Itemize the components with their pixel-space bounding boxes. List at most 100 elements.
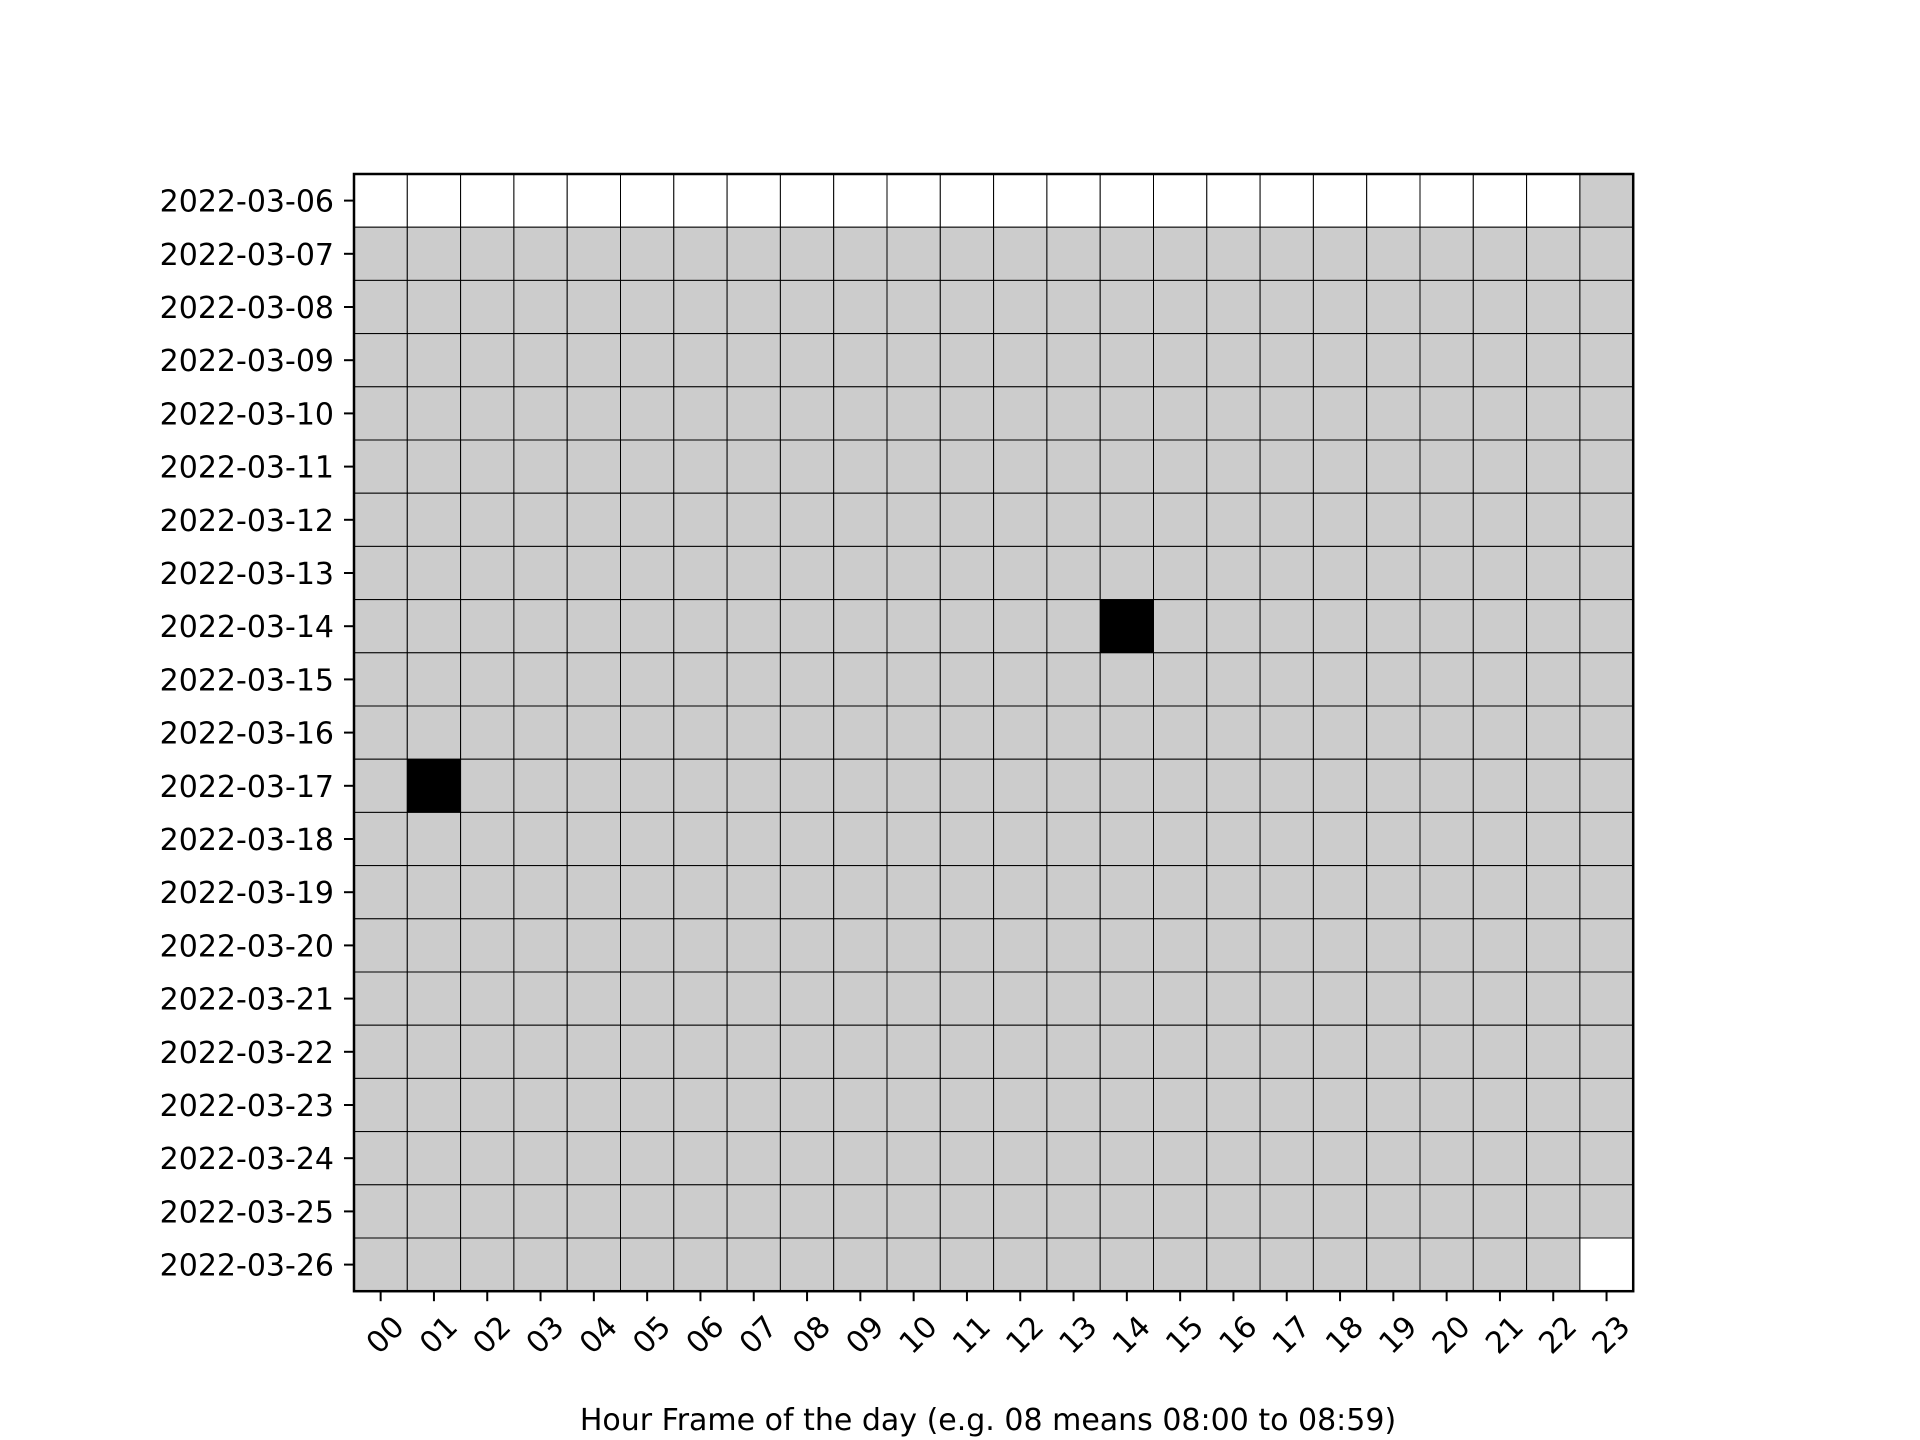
heatmap-cell bbox=[833, 545, 888, 601]
heatmap-cell bbox=[833, 492, 888, 547]
heatmap-cell bbox=[1046, 226, 1101, 281]
heatmap-cell bbox=[1099, 333, 1154, 388]
heatmap-cell bbox=[939, 599, 995, 654]
heatmap-cell bbox=[1419, 1077, 1474, 1133]
heatmap-cell bbox=[566, 545, 622, 601]
heatmap-cell bbox=[513, 279, 568, 335]
heatmap-cell bbox=[779, 652, 835, 707]
x-tick-label: 11 bbox=[946, 1309, 998, 1361]
heatmap-cell bbox=[1046, 333, 1101, 388]
heatmap-cell bbox=[460, 279, 515, 335]
heatmap-cell bbox=[886, 971, 941, 1026]
heatmap-cell bbox=[460, 865, 515, 920]
heatmap-cell bbox=[779, 599, 835, 654]
heatmap-cell bbox=[833, 652, 888, 707]
heatmap-cell bbox=[886, 865, 941, 920]
heatmap-cell bbox=[513, 811, 568, 867]
heatmap-cell bbox=[1526, 439, 1581, 494]
heatmap-cell bbox=[620, 1184, 675, 1239]
heatmap-cell bbox=[993, 1024, 1048, 1079]
heatmap-cell bbox=[1472, 705, 1528, 760]
heatmap-cell bbox=[1312, 386, 1368, 441]
heatmap-cell bbox=[1472, 758, 1528, 813]
heatmap-cell bbox=[353, 333, 408, 388]
heatmap-cell bbox=[673, 918, 728, 973]
heatmap-cell bbox=[513, 652, 568, 707]
heatmap-cell bbox=[1579, 1184, 1634, 1239]
heatmap-cell bbox=[886, 226, 941, 281]
heatmap-cell bbox=[886, 1237, 941, 1292]
heatmap-cell bbox=[726, 226, 781, 281]
heatmap-cell bbox=[1472, 173, 1528, 228]
heatmap-cell bbox=[1579, 705, 1634, 760]
heatmap-cell bbox=[1312, 173, 1368, 228]
heatmap-cell bbox=[1206, 1184, 1261, 1239]
heatmap-cell bbox=[406, 652, 462, 707]
heatmap-cell bbox=[1526, 1237, 1581, 1292]
heatmap-cell bbox=[993, 226, 1048, 281]
heatmap-cell bbox=[993, 865, 1048, 920]
x-tick-label: 05 bbox=[626, 1309, 678, 1361]
heatmap-cell bbox=[566, 439, 622, 494]
heatmap-cell bbox=[833, 1077, 888, 1133]
heatmap-cell bbox=[460, 705, 515, 760]
heatmap-cell bbox=[726, 1077, 781, 1133]
heatmap-cell bbox=[939, 971, 995, 1026]
y-tick-label: 2022-03-06 bbox=[160, 185, 334, 220]
y-tick-label: 2022-03-13 bbox=[160, 557, 334, 592]
heatmap-cell bbox=[1153, 918, 1208, 973]
heatmap-cell bbox=[726, 1024, 781, 1079]
heatmap-cell bbox=[939, 652, 995, 707]
heatmap-cell bbox=[1206, 599, 1261, 654]
heatmap-cell bbox=[1099, 1024, 1154, 1079]
heatmap-cell bbox=[1099, 652, 1154, 707]
heatmap-cell bbox=[1526, 492, 1581, 547]
heatmap-cell bbox=[673, 492, 728, 547]
heatmap-cell bbox=[833, 333, 888, 388]
heatmap-cell bbox=[1366, 1024, 1421, 1079]
heatmap-cell bbox=[1259, 333, 1314, 388]
heatmap-cell bbox=[1579, 279, 1634, 335]
heatmap-cell bbox=[1153, 492, 1208, 547]
heatmap-cell bbox=[1419, 652, 1474, 707]
x-tick-label: 15 bbox=[1159, 1309, 1211, 1361]
heatmap-cell bbox=[1472, 918, 1528, 973]
y-tick-label: 2022-03-26 bbox=[160, 1249, 334, 1284]
heatmap-cell bbox=[460, 173, 515, 228]
heatmap-cell bbox=[566, 918, 622, 973]
heatmap-cell bbox=[513, 705, 568, 760]
heatmap-cell bbox=[726, 758, 781, 813]
heatmap-cell bbox=[513, 599, 568, 654]
heatmap-cell bbox=[726, 492, 781, 547]
heatmap-cell bbox=[1259, 811, 1314, 867]
heatmap-cell bbox=[566, 1024, 622, 1079]
heatmap-cell bbox=[1046, 652, 1101, 707]
heatmap-cell bbox=[406, 1237, 462, 1292]
heatmap-cell bbox=[1153, 1184, 1208, 1239]
heatmap-cell bbox=[1259, 1237, 1314, 1292]
heatmap-cell bbox=[1419, 918, 1474, 973]
y-tick-label: 2022-03-23 bbox=[160, 1089, 334, 1124]
heatmap-cell bbox=[1099, 545, 1154, 601]
heatmap-cell bbox=[1153, 279, 1208, 335]
heatmap-cell bbox=[726, 1237, 781, 1292]
heatmap-cell bbox=[566, 971, 622, 1026]
heatmap-cell bbox=[779, 971, 835, 1026]
heatmap-cell bbox=[513, 386, 568, 441]
heatmap-cell bbox=[566, 226, 622, 281]
heatmap-cell bbox=[1259, 279, 1314, 335]
heatmap-cell bbox=[726, 1184, 781, 1239]
heatmap-cell bbox=[1046, 545, 1101, 601]
heatmap-cell bbox=[406, 811, 462, 867]
heatmap-cell bbox=[1259, 652, 1314, 707]
heatmap-cell bbox=[460, 492, 515, 547]
heatmap-cell bbox=[406, 226, 462, 281]
heatmap-cell bbox=[353, 918, 408, 973]
heatmap-cell bbox=[726, 865, 781, 920]
y-axis-ticks: 2022-03-06 2022-03-07 2022-03-08 2022-03-09… bbox=[160, 185, 354, 1284]
heatmap-cell bbox=[1046, 811, 1101, 867]
heatmap-cell bbox=[726, 705, 781, 760]
heatmap-cell bbox=[1312, 971, 1368, 1026]
heatmap-cell bbox=[353, 439, 408, 494]
heatmap-cell bbox=[1579, 1237, 1634, 1292]
